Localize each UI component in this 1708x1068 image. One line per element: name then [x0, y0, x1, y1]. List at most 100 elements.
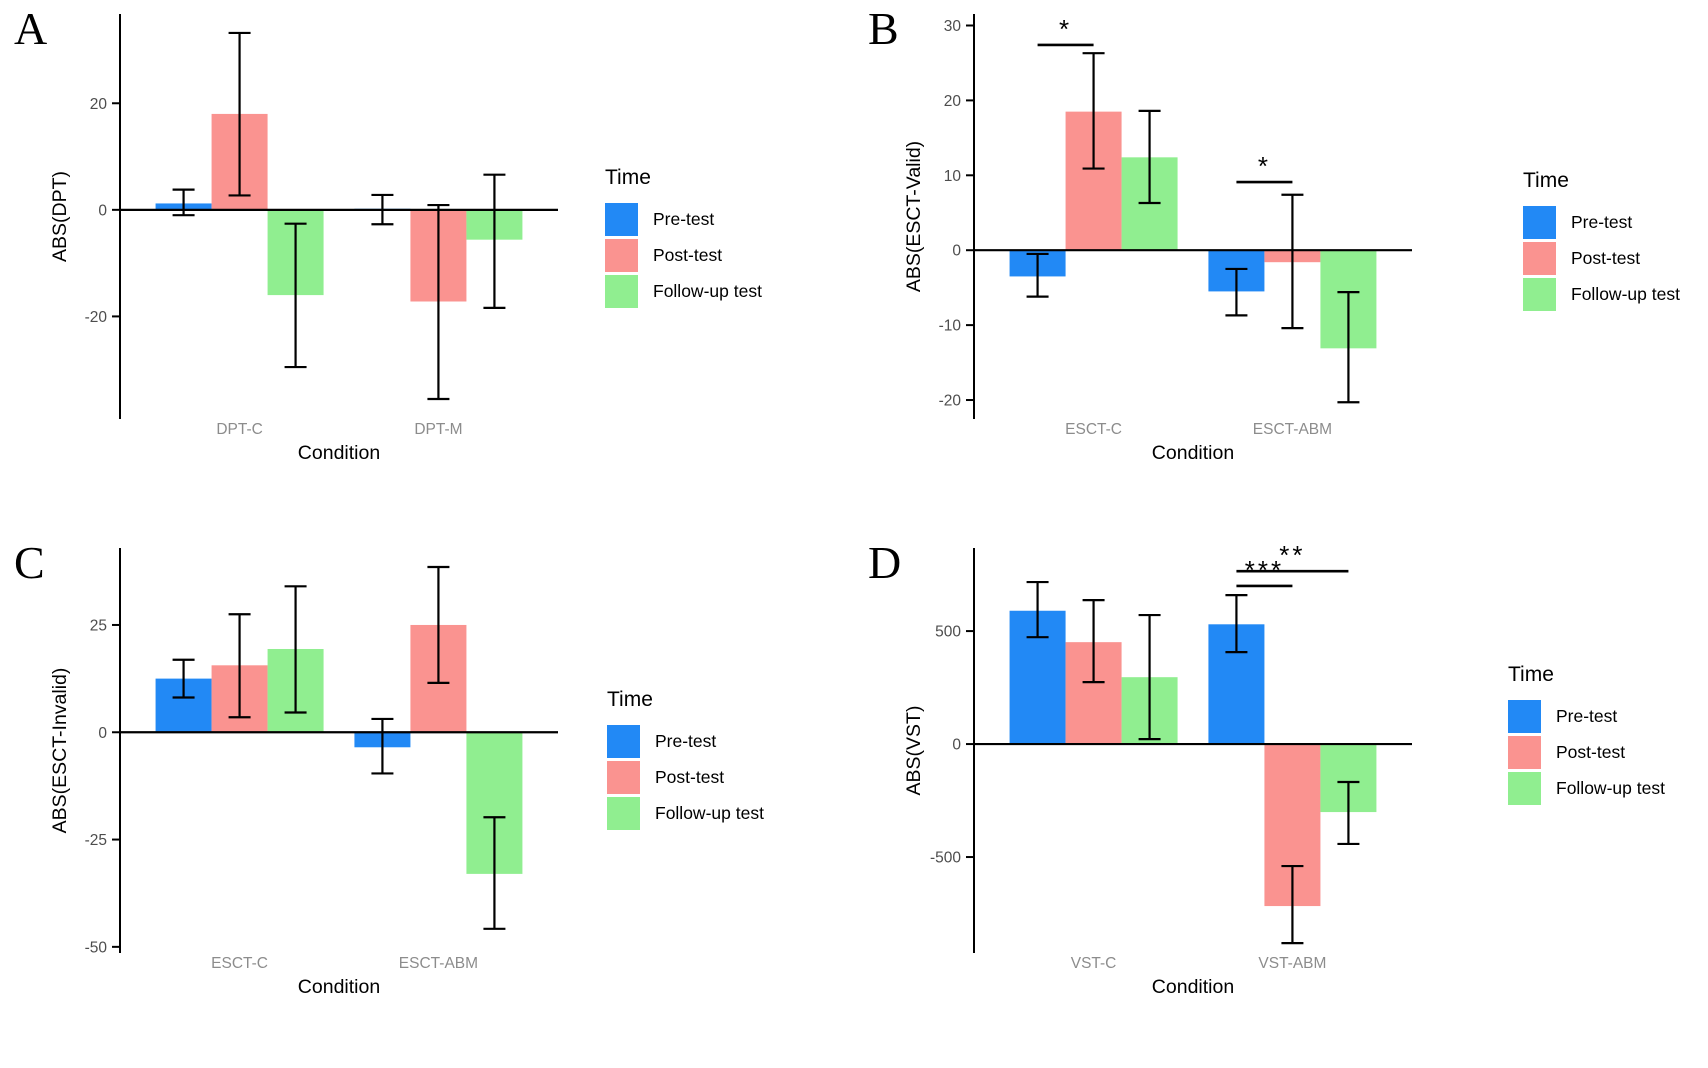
legend-item-follow-up-test: Follow-up test — [607, 797, 842, 830]
significance-bracket: ** — [1236, 540, 1349, 573]
y-axis-tick-label: -20 — [85, 309, 108, 326]
y-axis-title: ABS(ESCT-Valid) — [903, 141, 925, 292]
x-category-label: DPT-C — [216, 421, 263, 438]
legend-label-post-test: Post-test — [655, 767, 725, 787]
panel-b-plot: * * 30 20 10 0 -10 -20 ESCT-C ESCT-ABM Condition AB… — [903, 14, 1412, 464]
legend-item-follow-up-test: Follow-up test — [1508, 772, 1708, 805]
legend-item-post-test: Post-test — [607, 761, 842, 794]
panel-b: B * * 30 20 10 0 -10 -20 ESCT-C ESCT-ABM Condition… — [854, 0, 1708, 534]
legend-item-pre-test: Pre-test — [607, 725, 842, 758]
significance-stars: *** — [1245, 555, 1284, 585]
y-axis-tick-label: 0 — [952, 737, 961, 754]
legend-title: Time — [1523, 169, 1569, 192]
x-category-label: ESCT-ABM — [399, 955, 478, 972]
panel-c-letter: C — [14, 537, 45, 588]
legend-label-follow-up-test: Follow-up test — [653, 281, 762, 301]
y-axis-tick-label: 10 — [944, 168, 962, 185]
y-axis-tick-label: 0 — [952, 243, 961, 260]
significance-bracket: * — [1236, 151, 1293, 184]
error-bar-vst-c-3 — [1138, 613, 1161, 741]
y-axis-tick-label: 30 — [944, 18, 962, 35]
y-axis-tick-label: -25 — [85, 832, 107, 849]
y-axis-tick-label: -10 — [939, 318, 962, 335]
legend-swatch-post-test-icon — [1508, 736, 1541, 769]
x-axis-title: Condition — [298, 976, 380, 998]
legend-label-follow-up-test: Follow-up test — [1571, 284, 1680, 304]
significance-stars: * — [1059, 14, 1072, 44]
significance-stars: ** — [1279, 540, 1305, 570]
x-category-label: DPT-M — [414, 421, 462, 438]
legend-title: Time — [607, 688, 653, 711]
legend-swatch-post-test-icon — [605, 239, 638, 272]
legend-swatch-follow-up-icon — [1523, 278, 1556, 311]
x-category-label: ESCT-C — [1065, 421, 1122, 438]
error-bar-esct-c-1 — [1026, 252, 1049, 298]
error-bar-dpt-m-3 — [483, 173, 506, 309]
error-bar-vst-abm-2 — [1281, 864, 1304, 945]
legend-swatch-pre-test-icon — [1523, 206, 1556, 239]
error-bar-esct-abm-1 — [1225, 267, 1248, 317]
y-axis-tick-label: 20 — [90, 96, 108, 113]
error-bar-dpt-m-2 — [427, 203, 450, 401]
error-bar-esct-c-3 — [284, 585, 307, 714]
y-axis-tick-label: 0 — [98, 202, 107, 219]
x-axis-title: Condition — [1152, 976, 1234, 998]
legend-title: Time — [605, 166, 651, 189]
legend-item-post-test: Post-test — [1508, 736, 1708, 769]
error-bar-esct-c-2 — [228, 613, 251, 719]
legend-label-pre-test: Pre-test — [1571, 212, 1633, 232]
error-bar-esct-c-1 — [172, 658, 195, 699]
error-bar-esct-abm-2 — [1281, 193, 1304, 330]
legend-label-post-test: Post-test — [653, 245, 723, 265]
y-axis-title: ABS(DPT) — [49, 171, 71, 262]
x-category-label: VST-ABM — [1258, 955, 1326, 972]
panel-c: C 25 0 -25 -50 ESCT-C ESCT-ABM Condition ABS(ES… — [0, 534, 854, 1068]
legend-item-pre-test: Pre-test — [1523, 206, 1708, 239]
panel-a-plot: 20 0 -20 DPT-C DPT-M Condition ABS(DPT) — [49, 14, 558, 464]
significance-bracket: * — [1037, 14, 1094, 47]
legend-title: Time — [1508, 663, 1554, 686]
legend-item-follow-up-test: Follow-up test — [605, 275, 840, 308]
error-bar-dpt-c-1 — [172, 188, 195, 217]
legend-item-pre-test: Pre-test — [605, 203, 840, 236]
panel-d-letter: D — [868, 537, 902, 588]
legend-item-post-test: Post-test — [1523, 242, 1708, 275]
legend-swatch-follow-up-icon — [607, 797, 640, 830]
legend: Time Pre-test Post-test Follow-up test — [1508, 663, 1708, 808]
legend-label-post-test: Post-test — [1556, 742, 1626, 762]
panel-a-letter: A — [14, 3, 48, 54]
legend-label-post-test: Post-test — [1571, 248, 1641, 268]
legend-swatch-follow-up-icon — [605, 275, 638, 308]
error-bar-esct-c-3 — [1138, 109, 1161, 205]
legend-swatch-pre-test-icon — [1508, 700, 1541, 733]
x-category-label: ESCT-ABM — [1253, 421, 1332, 438]
y-axis-tick-label: 25 — [90, 617, 107, 634]
legend-item-follow-up-test: Follow-up test — [1523, 278, 1708, 311]
legend-swatch-post-test-icon — [1523, 242, 1556, 275]
error-bar-esct-abm-3 — [1337, 291, 1360, 404]
panel-d-plot: ***** 500 0 -500 VST-C VST-ABM Condition ABS(VS… — [903, 540, 1412, 998]
x-category-label: ESCT-C — [211, 955, 268, 972]
legend-label-pre-test: Pre-test — [653, 209, 715, 229]
legend-label-pre-test: Pre-test — [1556, 706, 1618, 726]
panel-b-letter: B — [868, 3, 899, 54]
y-axis-tick-label: 0 — [98, 725, 107, 742]
legend: Time Pre-test Post-test Follow-up test — [607, 688, 842, 833]
error-bar-dpt-c-3 — [284, 222, 307, 369]
significance-stars: * — [1258, 151, 1271, 181]
x-axis-title: Condition — [298, 442, 380, 464]
legend: Time Pre-test Post-test Follow-up test — [605, 166, 840, 311]
legend-swatch-pre-test-icon — [605, 203, 638, 236]
significance-bracket: *** — [1236, 555, 1293, 588]
legend-label-follow-up-test: Follow-up test — [1556, 778, 1665, 798]
error-bar-esct-abm-1 — [371, 717, 394, 775]
error-bar-dpt-c-2 — [228, 31, 251, 197]
y-axis-tick-label: -50 — [85, 939, 108, 956]
panel-d: D ** *** 500 0 -500 VST-C VST-ABM Condition ABS(… — [854, 534, 1708, 1068]
x-axis-title: Condition — [1152, 442, 1234, 464]
error-bar-dpt-m-1 — [371, 193, 394, 226]
error-bar-esct-c-2 — [1082, 52, 1105, 170]
error-bar-vst-c-2 — [1082, 599, 1105, 684]
y-axis-tick-label: 500 — [935, 624, 961, 641]
